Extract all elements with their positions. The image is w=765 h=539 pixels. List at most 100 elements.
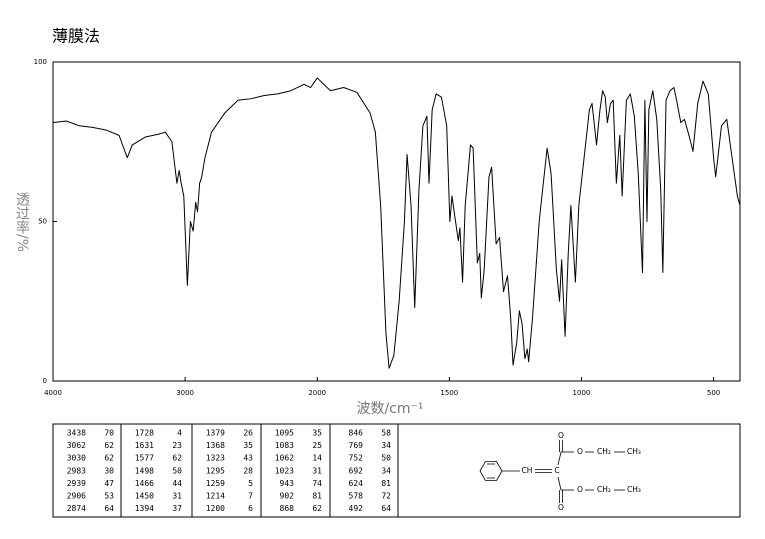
peak-wavenumber: 868 bbox=[280, 504, 295, 513]
atom-label: O bbox=[577, 485, 583, 494]
atom-label: CH₃ bbox=[627, 447, 641, 456]
peak-wavenumber: 1200 bbox=[206, 504, 225, 513]
peak-wavenumber: 1450 bbox=[135, 492, 154, 501]
peak-transmittance: 62 bbox=[312, 504, 322, 513]
x-tick-label: 3000 bbox=[176, 389, 194, 397]
peak-wavenumber: 1368 bbox=[206, 441, 225, 450]
peak-wavenumber: 769 bbox=[349, 441, 364, 450]
peak-wavenumber: 3438 bbox=[67, 429, 86, 438]
peak-transmittance: 81 bbox=[312, 492, 322, 501]
peak-wavenumber: 1498 bbox=[135, 466, 154, 475]
peak-transmittance: 5 bbox=[248, 479, 253, 488]
peak-wavenumber: 2939 bbox=[67, 479, 86, 488]
peak-wavenumber: 1083 bbox=[275, 441, 294, 450]
peak-transmittance: 62 bbox=[172, 454, 182, 463]
x-tick-label: 1000 bbox=[573, 389, 591, 397]
peak-transmittance: 72 bbox=[381, 492, 391, 501]
peak-transmittance: 34 bbox=[381, 441, 391, 450]
atom-label: CH₂ bbox=[597, 447, 611, 456]
peak-wavenumber: 1259 bbox=[206, 479, 225, 488]
peak-wavenumber: 2906 bbox=[67, 492, 86, 501]
peak-wavenumber: 1295 bbox=[206, 466, 225, 475]
peak-transmittance: 81 bbox=[381, 479, 391, 488]
x-axis-label: 波数/cm⁻¹ bbox=[356, 401, 423, 417]
peak-wavenumber: 1577 bbox=[135, 454, 154, 463]
peak-wavenumber: 3030 bbox=[67, 454, 86, 463]
peak-wavenumber: 1728 bbox=[135, 429, 154, 438]
peak-wavenumber: 2874 bbox=[67, 504, 86, 513]
peak-transmittance: 25 bbox=[312, 441, 322, 450]
peak-wavenumber: 846 bbox=[349, 429, 364, 438]
peak-wavenumber: 1394 bbox=[135, 504, 154, 513]
peak-transmittance: 58 bbox=[381, 429, 391, 438]
peak-transmittance: 6 bbox=[248, 504, 253, 513]
table-frame bbox=[52, 423, 741, 518]
y-tick-label: 50 bbox=[38, 218, 47, 226]
peak-transmittance: 74 bbox=[312, 479, 322, 488]
peak-transmittance: 35 bbox=[243, 441, 253, 450]
peak-transmittance: 34 bbox=[381, 466, 391, 475]
peak-wavenumber: 1323 bbox=[206, 454, 225, 463]
x-tick-label: 2000 bbox=[308, 389, 326, 397]
peak-wavenumber: 943 bbox=[280, 479, 295, 488]
peak-transmittance: 64 bbox=[104, 504, 114, 513]
peak-transmittance: 31 bbox=[312, 466, 322, 475]
peak-transmittance: 62 bbox=[104, 454, 114, 463]
peak-wavenumber: 1466 bbox=[135, 479, 154, 488]
x-tick-label: 500 bbox=[707, 389, 720, 397]
peak-transmittance: 37 bbox=[172, 504, 182, 513]
peak-transmittance: 70 bbox=[104, 429, 114, 438]
atom-label: O bbox=[577, 447, 583, 456]
x-tick-label: 1500 bbox=[440, 389, 458, 397]
atom-label: CH₂ bbox=[597, 485, 611, 494]
structure-labels: CH C O O CH₂ CH₃ O O CH₂ CH₃ bbox=[522, 431, 641, 512]
atom-label: CH₃ bbox=[627, 485, 641, 494]
bond bbox=[557, 451, 562, 466]
chart-title: 薄膜法 bbox=[52, 27, 100, 46]
atom-label: O bbox=[558, 431, 564, 440]
peak-transmittance: 50 bbox=[172, 466, 182, 475]
y-tick-label: 100 bbox=[34, 58, 47, 66]
peak-wavenumber: 624 bbox=[349, 479, 364, 488]
x-tick-label: 4000 bbox=[44, 389, 62, 397]
peak-transmittance: 4 bbox=[177, 429, 182, 438]
peak-transmittance: 7 bbox=[248, 492, 253, 501]
peak-transmittance: 28 bbox=[243, 466, 253, 475]
y-axis-label: 透过率/% bbox=[14, 192, 30, 252]
peak-wavenumber: 1214 bbox=[206, 492, 225, 501]
peak-transmittance: 35 bbox=[312, 429, 322, 438]
peak-transmittance: 14 bbox=[312, 454, 322, 463]
peak-wavenumber: 902 bbox=[280, 492, 295, 501]
bond bbox=[557, 476, 562, 491]
spectrum-line bbox=[52, 77, 741, 369]
peak-transmittance: 23 bbox=[172, 441, 182, 450]
peak-wavenumber: 1379 bbox=[206, 429, 225, 438]
peak-wavenumber: 1631 bbox=[135, 441, 154, 450]
peak-wavenumber: 1095 bbox=[275, 429, 294, 438]
peak-transmittance: 26 bbox=[243, 429, 253, 438]
peak-wavenumber: 2983 bbox=[67, 466, 86, 475]
peak-wavenumber: 492 bbox=[349, 504, 364, 513]
peak-wavenumber: 692 bbox=[349, 466, 364, 475]
peak-transmittance: 64 bbox=[381, 504, 391, 513]
atom-label: CH bbox=[522, 466, 533, 475]
peak-transmittance: 62 bbox=[104, 441, 114, 450]
peak-wavenumber: 1062 bbox=[275, 454, 294, 463]
peak-wavenumber: 1023 bbox=[275, 466, 294, 475]
atom-label: C bbox=[554, 466, 559, 475]
peak-transmittance: 44 bbox=[172, 479, 182, 488]
y-tick-label: 0 bbox=[43, 377, 47, 385]
structure bbox=[479, 440, 625, 503]
peak-transmittance: 43 bbox=[243, 454, 253, 463]
atom-label: O bbox=[558, 503, 564, 512]
peak-wavenumber: 578 bbox=[349, 492, 364, 501]
peak-transmittance: 31 bbox=[172, 492, 182, 501]
peak-transmittance: 53 bbox=[104, 492, 114, 501]
peak-transmittance: 30 bbox=[104, 466, 114, 475]
peak-transmittance: 50 bbox=[381, 454, 391, 463]
peak-wavenumber: 752 bbox=[349, 454, 364, 463]
peak-transmittance: 47 bbox=[104, 479, 114, 488]
peak-wavenumber: 3062 bbox=[67, 441, 86, 450]
